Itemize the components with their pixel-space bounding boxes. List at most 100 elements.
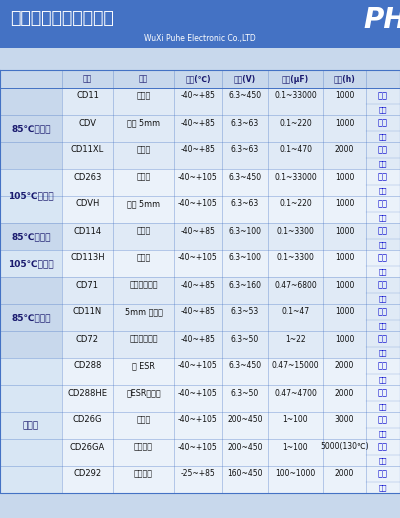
Text: 详情: 详情 [378,199,388,209]
Text: 6.3~100: 6.3~100 [228,253,262,263]
Bar [0,0,400,48]
Text: 高温特长: 高温特长 [134,442,153,452]
Text: 1000: 1000 [335,281,354,290]
Text: 200~450: 200~450 [227,442,263,452]
Text: CD288: CD288 [73,362,102,370]
Text: -40~+85: -40~+85 [180,119,216,127]
Text: 1000: 1000 [335,172,354,181]
Text: -40~+105: -40~+105 [178,388,218,397]
Bar [0,277,62,358]
Text: CD26G: CD26G [73,415,102,424]
Text: 广告: 广告 [379,430,387,437]
Text: -25~+85: -25~+85 [181,469,215,479]
Text: 广告: 广告 [379,106,387,113]
Text: 一般品: 一般品 [136,92,151,100]
Text: -40~+85: -40~+85 [180,146,216,154]
Text: CD72: CD72 [76,335,99,343]
Text: CDVH: CDVH [75,199,100,209]
Text: PH: PH [363,6,400,34]
Text: -40~+85: -40~+85 [180,308,216,316]
Text: 1~100: 1~100 [283,415,308,424]
Text: CDV: CDV [78,119,96,127]
Text: 标准品: 标准品 [136,172,151,181]
Text: CD71: CD71 [76,281,99,290]
Bar [62,169,400,223]
Text: 0.1~3300: 0.1~3300 [276,226,314,236]
Text: 5mm 双极性: 5mm 双极性 [124,308,162,316]
Text: 详情: 详情 [378,442,388,452]
Text: 2000: 2000 [335,146,354,154]
Text: 6.3~450: 6.3~450 [228,92,262,100]
Text: 85℃无极性: 85℃无极性 [11,313,51,322]
Text: 160~450: 160~450 [227,469,263,479]
Text: 广告: 广告 [379,133,387,140]
Text: 双极性标准品: 双极性标准品 [129,281,158,290]
Text: 标准品: 标准品 [136,253,151,263]
Text: CD11XL: CD11XL [71,146,104,154]
Text: 0.1~33000: 0.1~33000 [274,172,317,181]
Text: 广告: 广告 [379,349,387,356]
Text: 四端干燥: 四端干燥 [134,469,153,479]
Text: CD11: CD11 [76,92,99,100]
Text: 寿命(h): 寿命(h) [334,75,355,83]
Text: 详情: 详情 [378,281,388,290]
Text: 6.3~450: 6.3~450 [228,172,262,181]
Bar [62,88,400,169]
Text: 无锡普和电子有限公司: 无锡普和电子有限公司 [10,9,114,27]
Text: 详情: 详情 [378,119,388,127]
Text: 200~450: 200~450 [227,415,263,424]
Text: 105℃普通品: 105℃普通品 [8,192,54,200]
Text: 广告: 广告 [379,214,387,221]
Text: 6.3~63: 6.3~63 [231,119,259,127]
Text: WuXi Puhe Electronic Co.,LTD: WuXi Puhe Electronic Co.,LTD [144,34,256,42]
Bar [62,223,400,250]
Text: 详情: 详情 [378,146,388,154]
Text: 广告: 广告 [379,322,387,329]
Text: 双极性音频品: 双极性音频品 [129,335,158,343]
Text: CD26GA: CD26GA [70,442,105,452]
Text: 6.3~50: 6.3~50 [231,335,259,343]
Text: 0.1~47: 0.1~47 [282,308,310,316]
Text: 广告: 广告 [379,484,387,491]
Text: -40~+85: -40~+85 [180,335,216,343]
Text: 6.3~53: 6.3~53 [231,308,259,316]
Text: 广告: 广告 [379,403,387,410]
Text: 详情: 详情 [378,415,388,424]
Bar [62,250,400,277]
Text: 1~22: 1~22 [285,335,306,343]
Text: 6.3~63: 6.3~63 [231,146,259,154]
Text: CD114: CD114 [74,226,102,236]
Text: CD263: CD263 [73,172,102,181]
Text: CD113H: CD113H [70,253,105,263]
Text: 0.1~470: 0.1~470 [279,146,312,154]
Text: -40~+85: -40~+85 [180,281,216,290]
Text: 高度 5mm: 高度 5mm [127,199,160,209]
Text: 详情: 详情 [378,253,388,263]
Text: 电压(V): 电压(V) [234,75,256,83]
Text: CD11N: CD11N [73,308,102,316]
Text: 详情: 详情 [378,335,388,343]
Text: 2000: 2000 [335,388,354,397]
Text: 广告: 广告 [379,187,387,194]
Text: 详情: 详情 [378,92,388,100]
Text: 低 ESR: 低 ESR [132,362,155,370]
Text: 长寿命: 长寿命 [136,415,151,424]
Text: 1000: 1000 [335,308,354,316]
Text: 1~100: 1~100 [283,442,308,452]
Text: 85℃低漏电: 85℃低漏电 [11,232,51,241]
Text: 85℃普通品: 85℃普通品 [11,124,51,133]
Text: CD288HE: CD288HE [68,388,108,397]
Text: 1000: 1000 [335,335,354,343]
Text: 1000: 1000 [335,199,354,209]
Text: 5000(130℃): 5000(130℃) [320,442,369,452]
Text: 0.47~6800: 0.47~6800 [274,281,317,290]
Bar [0,70,400,88]
Bar [0,223,62,250]
Text: 详情: 详情 [378,388,388,397]
Text: -40~+85: -40~+85 [180,92,216,100]
Text: -40~+105: -40~+105 [178,442,218,452]
Text: 广告: 广告 [379,376,387,383]
Text: 标准品: 标准品 [136,226,151,236]
Text: 详情: 详情 [378,362,388,370]
Bar [0,358,62,493]
